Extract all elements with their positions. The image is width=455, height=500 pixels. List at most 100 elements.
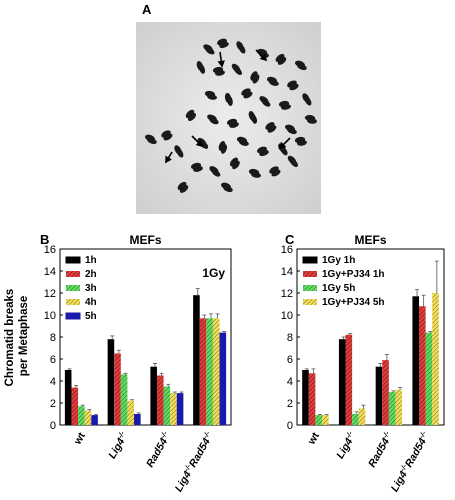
chart-title: MEFs [354,233,386,247]
legend-swatch [65,312,81,320]
chromosome [176,148,184,158]
x-tick-label: wt [71,430,88,447]
bar [432,293,439,425]
chromosome [271,169,281,177]
chromosome [250,114,258,124]
panel-a-label: A [142,2,152,17]
y-tick-label: 6 [50,354,56,366]
panel-label: B [40,232,49,247]
chromosome [187,112,197,122]
y-tick-label: 12 [44,288,56,300]
chromosome [232,160,240,170]
chromosome [297,63,307,71]
metaphase-micrograph [136,22,321,214]
y-tick-label: 0 [50,420,56,432]
legend-swatch [66,271,80,277]
legend-label: 1Gy+PJ34 1h [322,269,385,280]
chromosome [269,80,279,86]
chromosome [147,137,157,145]
chromosome [219,41,229,49]
x-tick-label: Lig4-/- [106,430,131,461]
chromosome [261,99,271,107]
chromosome [289,158,299,168]
chromosome [267,125,277,133]
arrow-head [217,60,225,68]
legend-label: 2h [85,269,97,280]
y-axis-title: Chromatid breaks per Metaphase [4,286,30,387]
y-tick-label: 4 [50,376,56,388]
y-tick-label: 8 [50,332,56,344]
bar [199,318,207,425]
x-tick-label-part: Rad54 [403,436,429,469]
y-tick-label: 0 [287,420,293,432]
chromosome [233,66,243,76]
bar [212,318,220,425]
chromosome [209,117,219,125]
chromosome [252,74,260,84]
chromosome [229,122,239,128]
y-tick-label: 10 [281,310,293,322]
x-tick-label-superscript: -/- [183,463,193,473]
chromosome [179,185,189,193]
x-tick-label-superscript: -/- [399,463,409,473]
chromosome [185,109,195,119]
legend-swatch [66,285,80,291]
x-tick-label-part: Lig4 [389,469,410,494]
chromosome [243,91,253,99]
bar [64,370,72,425]
bar [315,415,322,425]
y-tick-label: 8 [287,332,293,344]
bar [425,332,433,425]
x-tick-label-superscript: -/- [382,430,392,440]
bar [302,370,309,425]
chromosome [207,94,217,100]
chromosome [223,185,233,193]
bar [419,306,426,425]
x-tick-label-part: Rad54 [366,436,392,469]
chart-annotation: 1Gy [202,266,225,280]
legend-swatch [303,299,317,305]
chromosome [289,83,299,91]
legend-swatch [302,256,318,264]
legend-label: 1Gy+PJ34 5h [322,297,385,308]
chromosome [198,64,206,74]
legend-label: 1Gy 1h [322,255,355,266]
bar [71,387,79,425]
bar [150,366,157,425]
x-tick-label: Lig4-/-Rad54-/- [173,430,217,494]
legend-label: 1Gy 5h [322,283,355,294]
x-tick-label-part: wt [305,430,322,447]
legend-label: 4h [85,297,97,308]
x-tick-label-part: Rad54 [187,436,213,469]
x-tick-label-part: Rad54 [144,436,170,469]
bar [156,375,164,425]
x-tick-label-part: Lig4 [334,436,355,461]
y-tick-label: 12 [281,288,293,300]
chromosome [193,166,203,172]
y-tick-label: 2 [50,398,56,410]
chromosome [287,127,297,135]
y-tick-label: 16 [44,244,56,256]
y-tick-label: 4 [287,376,293,388]
legend-swatch [66,299,80,305]
bar [345,334,353,425]
x-tick-label-superscript: -/- [117,430,127,440]
y-tick-label: 14 [281,266,293,278]
chromosome [211,169,221,177]
bar [127,400,135,425]
bar [338,339,346,425]
chromosome [277,57,287,65]
bar [193,295,200,425]
chromosome [238,44,246,54]
panel-label: C [285,232,295,247]
x-tick-label-part: wt [71,430,88,447]
chromosome [307,118,317,124]
chromosome [215,70,225,76]
x-tick-label: Rad54-/- [144,430,174,470]
arrow-head [259,53,268,62]
bar [78,406,85,425]
bar [107,339,115,425]
legend-swatch [303,285,317,291]
